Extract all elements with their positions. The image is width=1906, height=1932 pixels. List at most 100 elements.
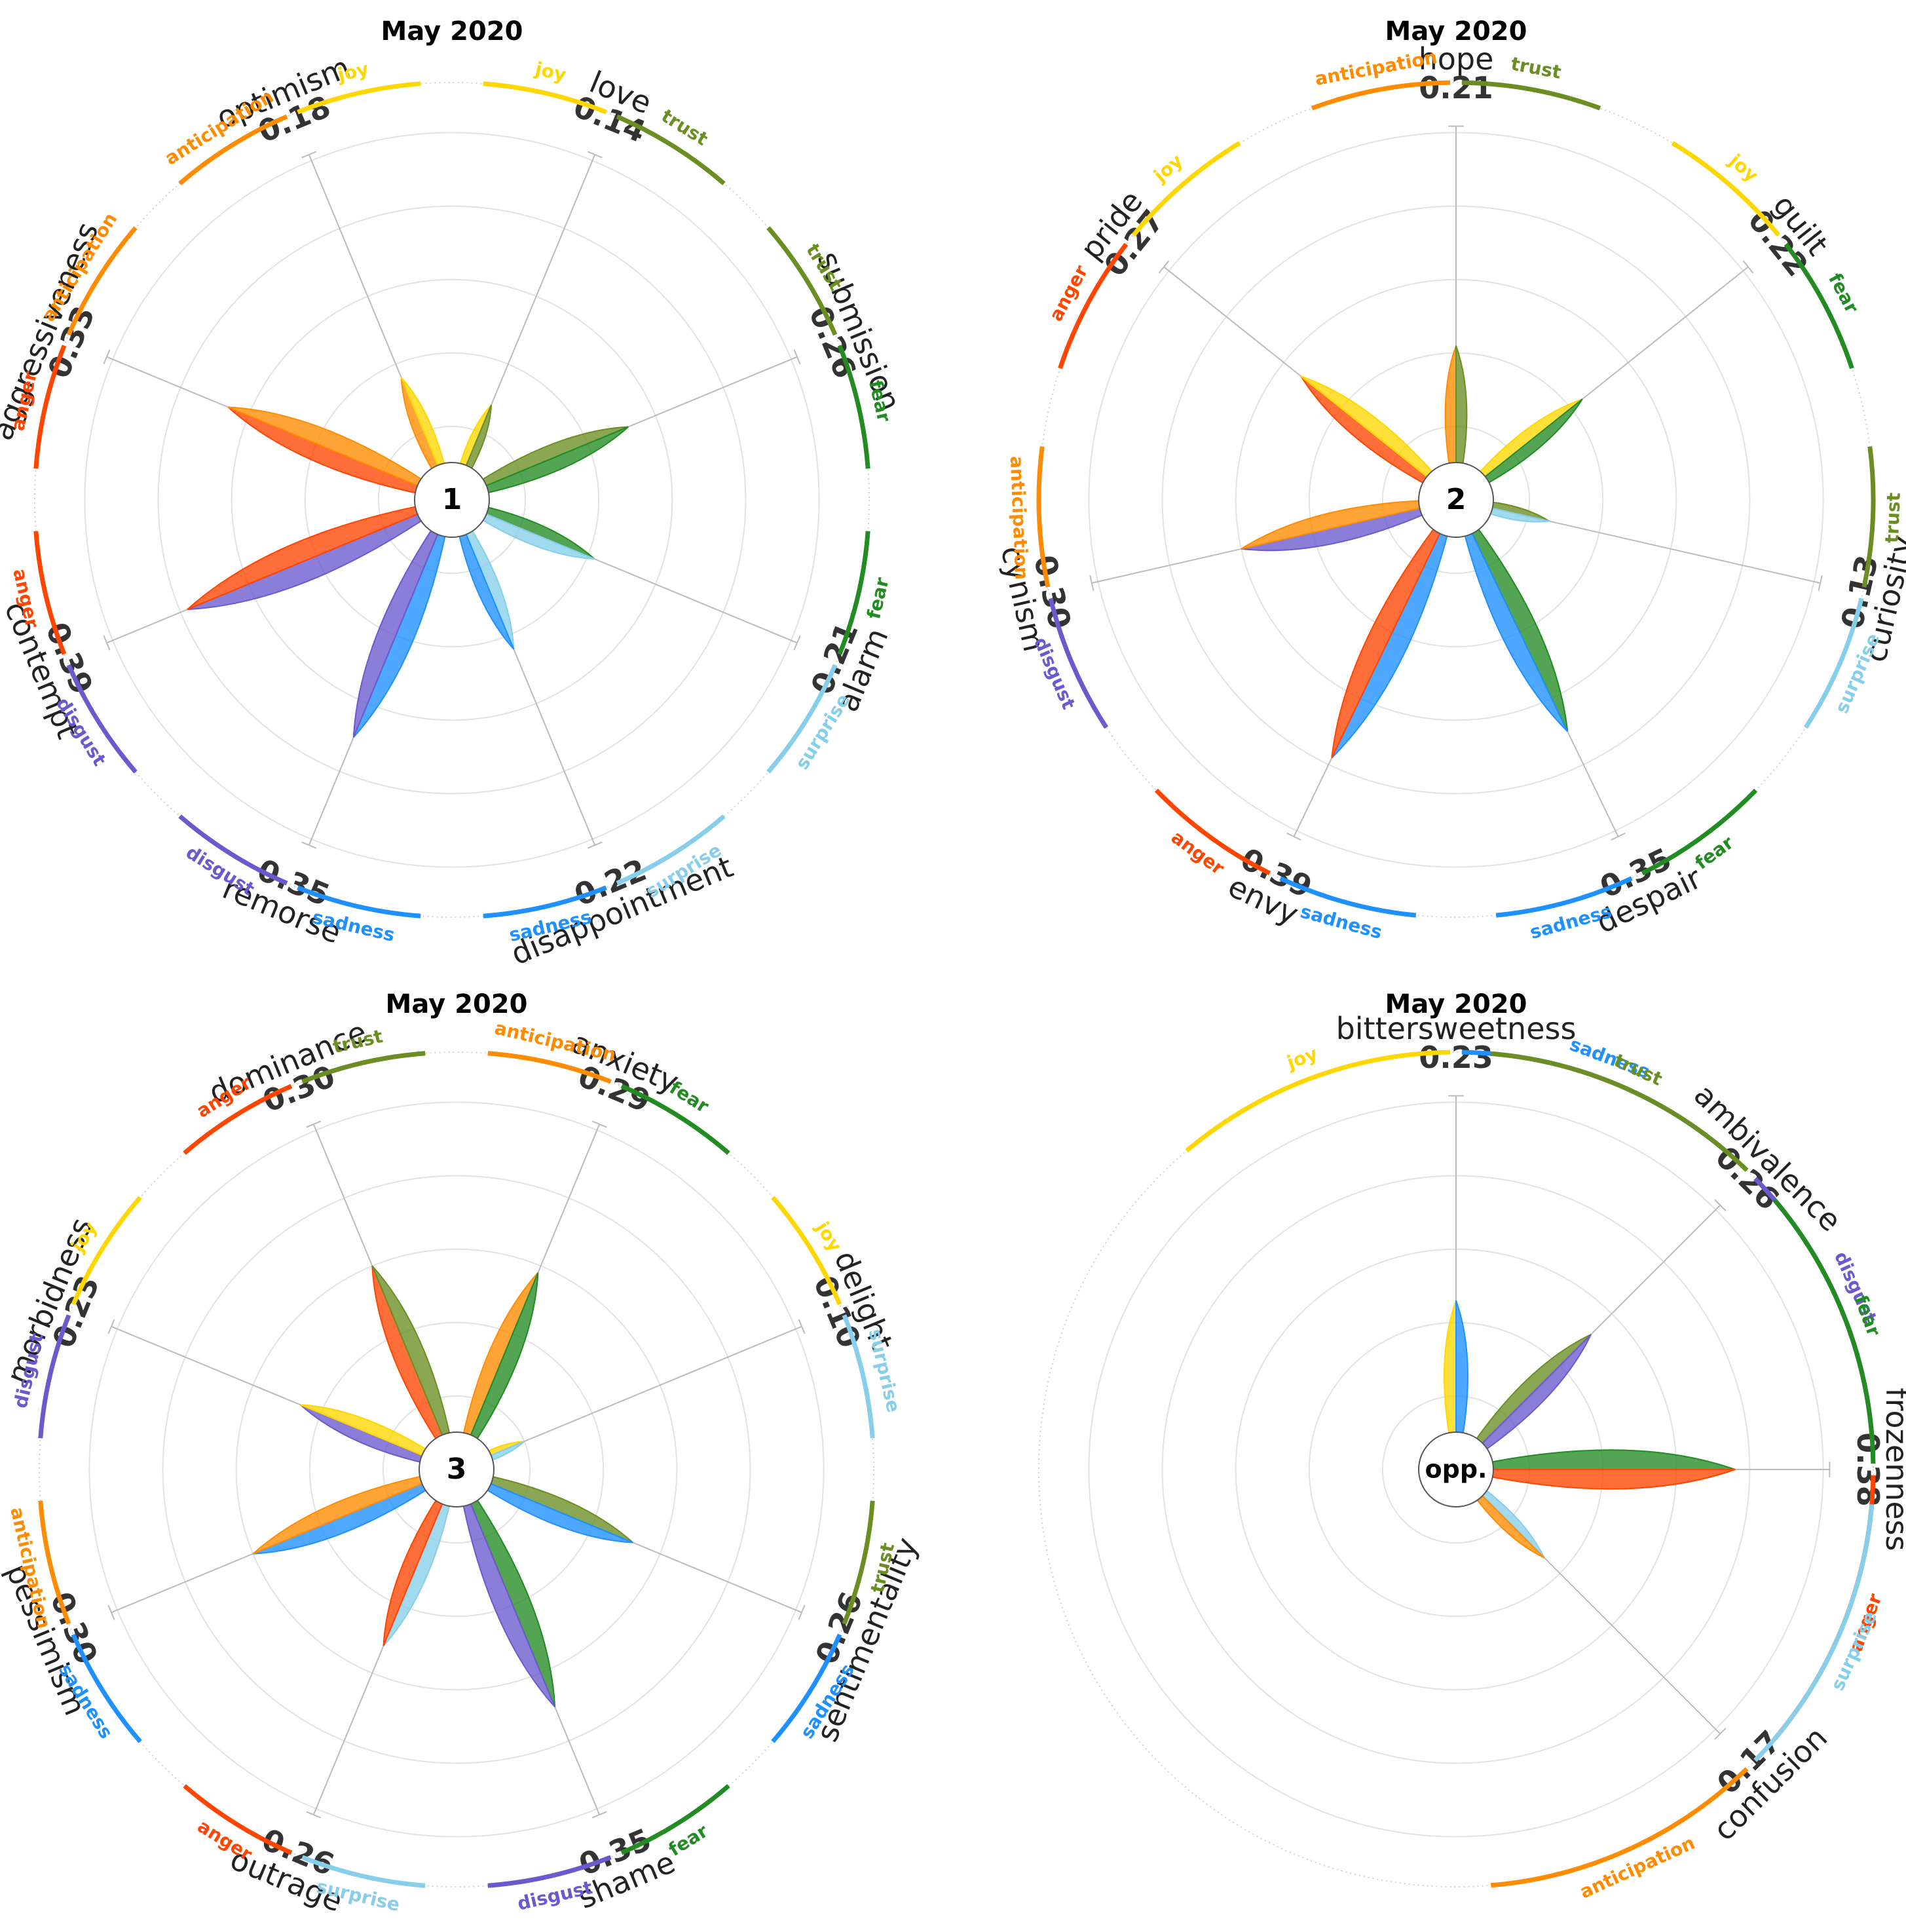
chart-title: May 2020	[1385, 989, 1527, 1019]
axis-tick	[591, 1811, 607, 1819]
primary-label-fear: fear	[863, 575, 893, 621]
axis-tick	[1714, 1728, 1727, 1740]
arc-fear	[1641, 788, 1758, 876]
grid-ring	[308, 1321, 605, 1618]
arc-anger	[183, 1784, 293, 1855]
radial-chart-4: May 2020opp.bittersweetness0.23ambivalen…	[1038, 989, 1906, 1903]
primary-label-joy: joy	[1149, 150, 1187, 187]
axis-tick	[1286, 832, 1301, 841]
axis-tick	[107, 1319, 115, 1335]
arc-joy	[483, 81, 607, 115]
grid-ring	[382, 1395, 531, 1544]
arc-anticipation	[1491, 1767, 1749, 1888]
grid-ring	[162, 1175, 751, 1764]
center-label: 3	[447, 1452, 467, 1486]
grid-ring	[377, 425, 527, 575]
dyad-value: 0.23	[1419, 1040, 1493, 1075]
arc-sadness	[483, 885, 607, 919]
petal-frozenness-anger	[1455, 1469, 1736, 1490]
grid-ring	[88, 1101, 825, 1838]
arc-anger	[33, 531, 67, 655]
arc-joy	[71, 1196, 142, 1306]
petal-envy-anger	[1331, 499, 1457, 759]
arc-anger	[1058, 242, 1129, 369]
arc-sadness	[1279, 876, 1417, 918]
primary-label-anger: anger	[1045, 261, 1092, 325]
axis-tick	[798, 1319, 806, 1335]
axis-tick	[103, 635, 111, 651]
center-circle	[419, 1431, 495, 1507]
primary-label-anger: anger	[1167, 826, 1229, 879]
center-circle	[1418, 1431, 1494, 1507]
petal-frozenness-fear	[1455, 1449, 1736, 1470]
arc-fear	[620, 1784, 730, 1855]
arc-anger	[1772, 1475, 1876, 1741]
arc-sadness	[297, 885, 421, 919]
axis-tick	[107, 1604, 115, 1620]
arc-anticipation	[66, 226, 138, 336]
arc-trust	[1461, 80, 1601, 111]
axis-tick	[1742, 260, 1754, 274]
center-label: 1	[442, 483, 462, 516]
petal-remorse-disgust	[352, 499, 453, 738]
arc-surprise	[1803, 597, 1864, 729]
dyad-value: 0.38	[1850, 1432, 1886, 1507]
arc-fear	[1784, 242, 1854, 369]
arc-trust	[301, 1051, 426, 1084]
center-label: opp.	[1425, 1455, 1487, 1484]
grid-ring	[157, 205, 747, 795]
arc-sadness	[1461, 1050, 1727, 1153]
axis-tick	[798, 1604, 806, 1620]
axis-tick	[1818, 575, 1823, 591]
chart-title: May 2020	[381, 16, 523, 47]
axis-tick	[301, 841, 317, 849]
center-circle	[1418, 462, 1494, 538]
arc-sadness	[71, 1633, 142, 1743]
axis-tick	[306, 1120, 322, 1128]
primary-label-joy: joy	[1725, 149, 1763, 186]
chart-title: May 2020	[1385, 16, 1527, 47]
arc-fear	[1772, 1198, 1876, 1464]
petal-contempt-anger	[187, 499, 453, 611]
axis-tick	[1611, 832, 1626, 841]
petal-aggressiveness-anticipation	[227, 406, 453, 501]
primary-label-joy: joy	[1283, 1042, 1320, 1074]
primary-label-surprise: surprise	[1827, 1608, 1882, 1694]
arc-anger	[33, 345, 67, 469]
arc-anger	[183, 1084, 293, 1155]
arc-disgust	[487, 1855, 612, 1888]
arc-fear	[837, 531, 870, 655]
grid-ring	[235, 1248, 678, 1691]
axis-tick	[793, 635, 801, 651]
arc-trust	[842, 1500, 875, 1625]
arc-sadness	[771, 1633, 842, 1743]
center-label: 2	[1446, 483, 1467, 516]
primary-label-trust: trust	[1881, 492, 1905, 543]
primary-label-anger: anger	[194, 1815, 256, 1866]
grid-ring	[231, 278, 673, 721]
axis-tick	[1089, 575, 1094, 591]
grid-ring	[84, 132, 820, 868]
primary-label-anticipation: anticipation	[1577, 1832, 1698, 1903]
petal-shame-disgust	[456, 1469, 556, 1708]
arc-anticipation	[1311, 80, 1451, 111]
primary-label-anticipation: anticipation	[493, 1017, 618, 1066]
petal-despair-sadness	[1455, 499, 1569, 732]
primary-label-joy: joy	[812, 1217, 846, 1255]
arc-fear	[620, 1084, 730, 1155]
dyad-value: 0.21	[1419, 70, 1493, 105]
arc-anticipation	[38, 1500, 71, 1625]
arc-trust	[616, 114, 726, 185]
arc-surprise	[1753, 1504, 1875, 1762]
arc-disgust	[66, 664, 138, 774]
dyad-name: bittersweetness	[1336, 1011, 1577, 1046]
arc-joy	[1185, 1050, 1451, 1153]
axis-tick	[587, 841, 603, 849]
arc-fear	[837, 345, 870, 469]
